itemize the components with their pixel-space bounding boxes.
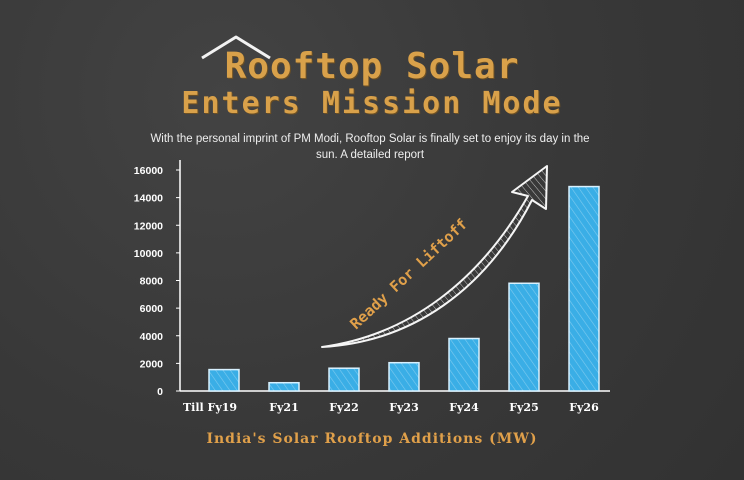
x-tick-label: Fy22	[329, 401, 359, 414]
bar	[568, 185, 600, 392]
bar	[508, 282, 540, 392]
liftoff-arrow	[321, 165, 548, 348]
x-tick-label: Fy21	[269, 401, 299, 414]
bar	[328, 367, 360, 392]
bar	[388, 361, 420, 392]
x-tick-label: Fy24	[449, 401, 479, 414]
chart-subtitle: With the personal imprint of PM Modi, Ro…	[150, 133, 590, 161]
ready-for-liftoff-label: Ready For Liftoff	[346, 215, 471, 333]
y-tick-label: 0	[157, 386, 163, 398]
bar	[448, 337, 480, 392]
y-tick-label: 8000	[140, 276, 164, 288]
y-tick-label: 2000	[140, 358, 164, 370]
y-tick-label: 10000	[134, 248, 163, 260]
x-tick-label: Fy26	[569, 401, 599, 414]
y-tick-label: 14000	[134, 193, 163, 205]
bar	[268, 381, 300, 392]
y-tick-label: 12000	[134, 220, 163, 232]
roof-icon	[201, 35, 271, 60]
x-tick-label: Till Fy19	[183, 401, 237, 414]
bar	[208, 368, 240, 392]
y-tick-label: 16000	[134, 165, 163, 177]
x-tick-label: Fy23	[389, 401, 419, 414]
chart-title-line2: Enters Mission Mode	[181, 86, 563, 121]
chart-title-line1: Rooftop Solar	[224, 46, 520, 87]
x-axis-caption: India's Solar Rooftop Additions (MW)	[206, 431, 538, 447]
x-tick-label: Fy25	[509, 401, 539, 414]
y-tick-label: 4000	[140, 331, 164, 343]
y-tick-label: 6000	[140, 303, 164, 315]
